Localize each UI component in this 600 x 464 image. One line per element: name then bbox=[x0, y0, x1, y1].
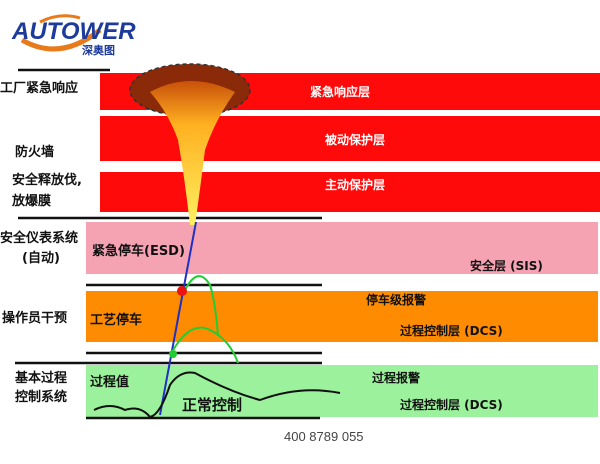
band-label-emergency: 紧急响应层 bbox=[310, 85, 371, 99]
band-label-dcs-1: 过程控制层 (DCS) bbox=[400, 324, 503, 338]
logo-subtitle: 深奥图 bbox=[82, 44, 115, 57]
band-label-dcs-2: 过程控制层 (DCS) bbox=[400, 398, 503, 412]
band-label-process-alarm: 过程报警 bbox=[372, 371, 421, 385]
band-label-passive: 被动保护层 bbox=[325, 133, 386, 147]
process-value-curve bbox=[93, 371, 341, 419]
left-label-relief-1: 安全释放伐, bbox=[12, 173, 82, 188]
left-label-sis-2: (自动) bbox=[22, 251, 60, 266]
left-label-relief-2: 放爆膜 bbox=[12, 194, 52, 209]
left-label-operator: 操作员干预 bbox=[2, 311, 68, 326]
inner-label-esd: 紧急停车(ESD) bbox=[92, 244, 185, 259]
band-sis bbox=[86, 222, 598, 274]
logo-brand: AUTOWER bbox=[12, 18, 136, 45]
left-label-emergency: 工厂紧急响应 bbox=[0, 81, 79, 96]
band-bpcs bbox=[86, 365, 598, 417]
band-label-active: 主动保护层 bbox=[325, 178, 386, 192]
phone-number: 400 8789 055 bbox=[284, 429, 364, 444]
left-label-sis-1: 安全仪表系统 bbox=[0, 231, 79, 246]
band-label-sis: 安全层 (SIS) bbox=[470, 259, 543, 273]
alarm-point bbox=[169, 350, 177, 358]
process-trend-line bbox=[159, 221, 197, 416]
left-label-firewall: 防火墙 bbox=[15, 145, 55, 160]
band-label-shutdown-alarm: 停车级报警 bbox=[366, 293, 427, 307]
inner-label-process-shutdown: 工艺停车 bbox=[90, 313, 143, 328]
band-dcs-operator bbox=[86, 291, 598, 342]
inner-label-process-value: 过程值 bbox=[90, 375, 130, 390]
logo-swoosh bbox=[20, 14, 102, 52]
inner-label-normal-control: 正常控制 bbox=[182, 396, 243, 414]
left-label-bpcs-2: 控制系统 bbox=[15, 390, 68, 405]
flame bbox=[129, 63, 251, 225]
shutdown-point bbox=[177, 286, 187, 296]
band-active-protection bbox=[100, 172, 600, 212]
left-label-bpcs-1: 基本过程 bbox=[15, 371, 68, 386]
